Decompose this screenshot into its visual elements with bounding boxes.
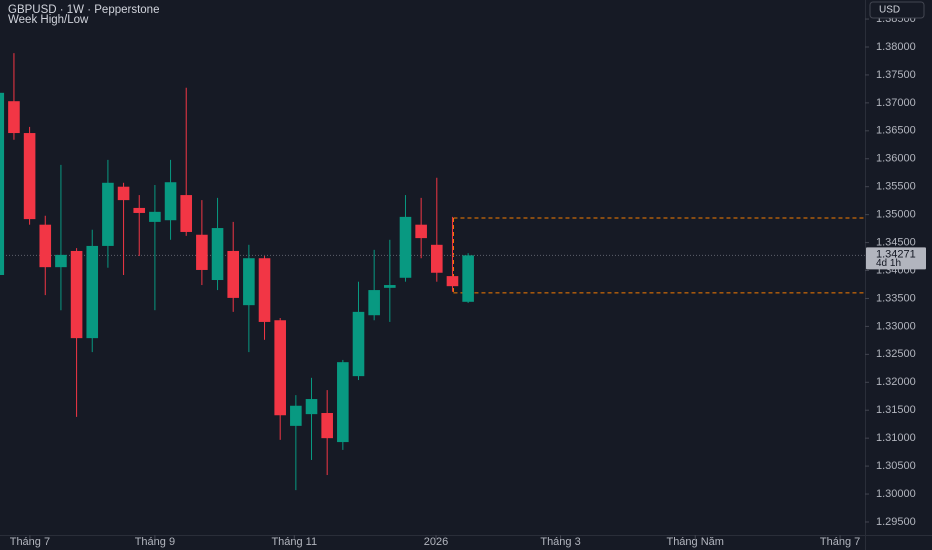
candle-body [23, 133, 36, 220]
candle-body [321, 413, 333, 439]
candle-body [55, 254, 67, 268]
candle-body [462, 255, 474, 302]
axes: 1.385001.380001.375001.370001.365001.360… [10, 13, 926, 548]
candle-body [86, 245, 99, 339]
candle-body [305, 399, 318, 415]
y-tick-label: 1.35500 [876, 181, 916, 193]
candle-body [227, 250, 239, 298]
candle-body [337, 362, 349, 443]
y-tick-label: 1.38000 [876, 41, 916, 53]
candle-body [352, 311, 365, 377]
y-tick-label: 1.31500 [876, 404, 916, 416]
y-tick-label: 1.33500 [876, 292, 916, 304]
candle-body [102, 182, 114, 246]
indicator-name: Week High/Low [8, 14, 89, 26]
candle-body [290, 405, 302, 426]
candle-body [117, 186, 130, 201]
x-tick-label: Tháng 7 [820, 536, 860, 548]
candle-body [368, 290, 380, 316]
candle-body [384, 285, 396, 288]
plot-area [0, 53, 865, 491]
candle-body [196, 234, 208, 270]
last-price-box [866, 247, 926, 270]
y-tick-label: 1.32500 [876, 348, 916, 360]
x-tick-label: Tháng 7 [10, 536, 50, 548]
currency-button[interactable] [869, 1, 925, 19]
candle-body [39, 224, 52, 268]
candle-body [211, 228, 224, 281]
candle-body [149, 211, 161, 222]
y-tick-label: 1.33000 [876, 320, 916, 332]
candle-body [0, 92, 5, 275]
candle-body [164, 182, 177, 221]
candle-body [70, 250, 83, 339]
x-tick-label: Tháng 11 [271, 536, 317, 548]
y-tick-label: 1.35000 [876, 209, 916, 221]
y-tick-label: 1.29500 [876, 516, 916, 528]
y-tick-label: 1.31000 [876, 432, 916, 444]
chart-title: GBPUSD · 1W · Pepperstone [8, 4, 159, 16]
candle-body [243, 258, 255, 306]
candle-body [180, 195, 193, 232]
candle-body [133, 207, 146, 213]
candle-body [446, 276, 459, 287]
x-tick-label: Tháng Năm [666, 536, 723, 548]
currency-label[interactable]: USD [879, 5, 900, 16]
y-tick-label: 1.36000 [876, 153, 916, 165]
candle-body [8, 101, 20, 134]
y-tick-label: 1.37500 [876, 69, 916, 81]
y-tick-label: 1.37000 [876, 97, 916, 109]
countdown-label: 4d 1h [876, 258, 901, 269]
candle-body [399, 216, 412, 278]
y-tick-label: 1.30000 [876, 488, 916, 500]
y-tick-label: 1.30500 [876, 460, 916, 472]
y-tick-label: 1.36500 [876, 125, 916, 137]
x-tick-label: Tháng 9 [135, 536, 175, 548]
candle-body [431, 244, 443, 273]
y-tick-label: 1.32000 [876, 376, 916, 388]
candle-body [258, 258, 271, 322]
candle-body [415, 224, 427, 239]
x-tick-label: Tháng 3 [540, 536, 580, 548]
y-tick-label: 1.34500 [876, 236, 916, 248]
x-tick-label: 2026 [424, 536, 448, 548]
candle-body [274, 320, 286, 416]
last-price-label: 1.34271 [876, 248, 916, 260]
